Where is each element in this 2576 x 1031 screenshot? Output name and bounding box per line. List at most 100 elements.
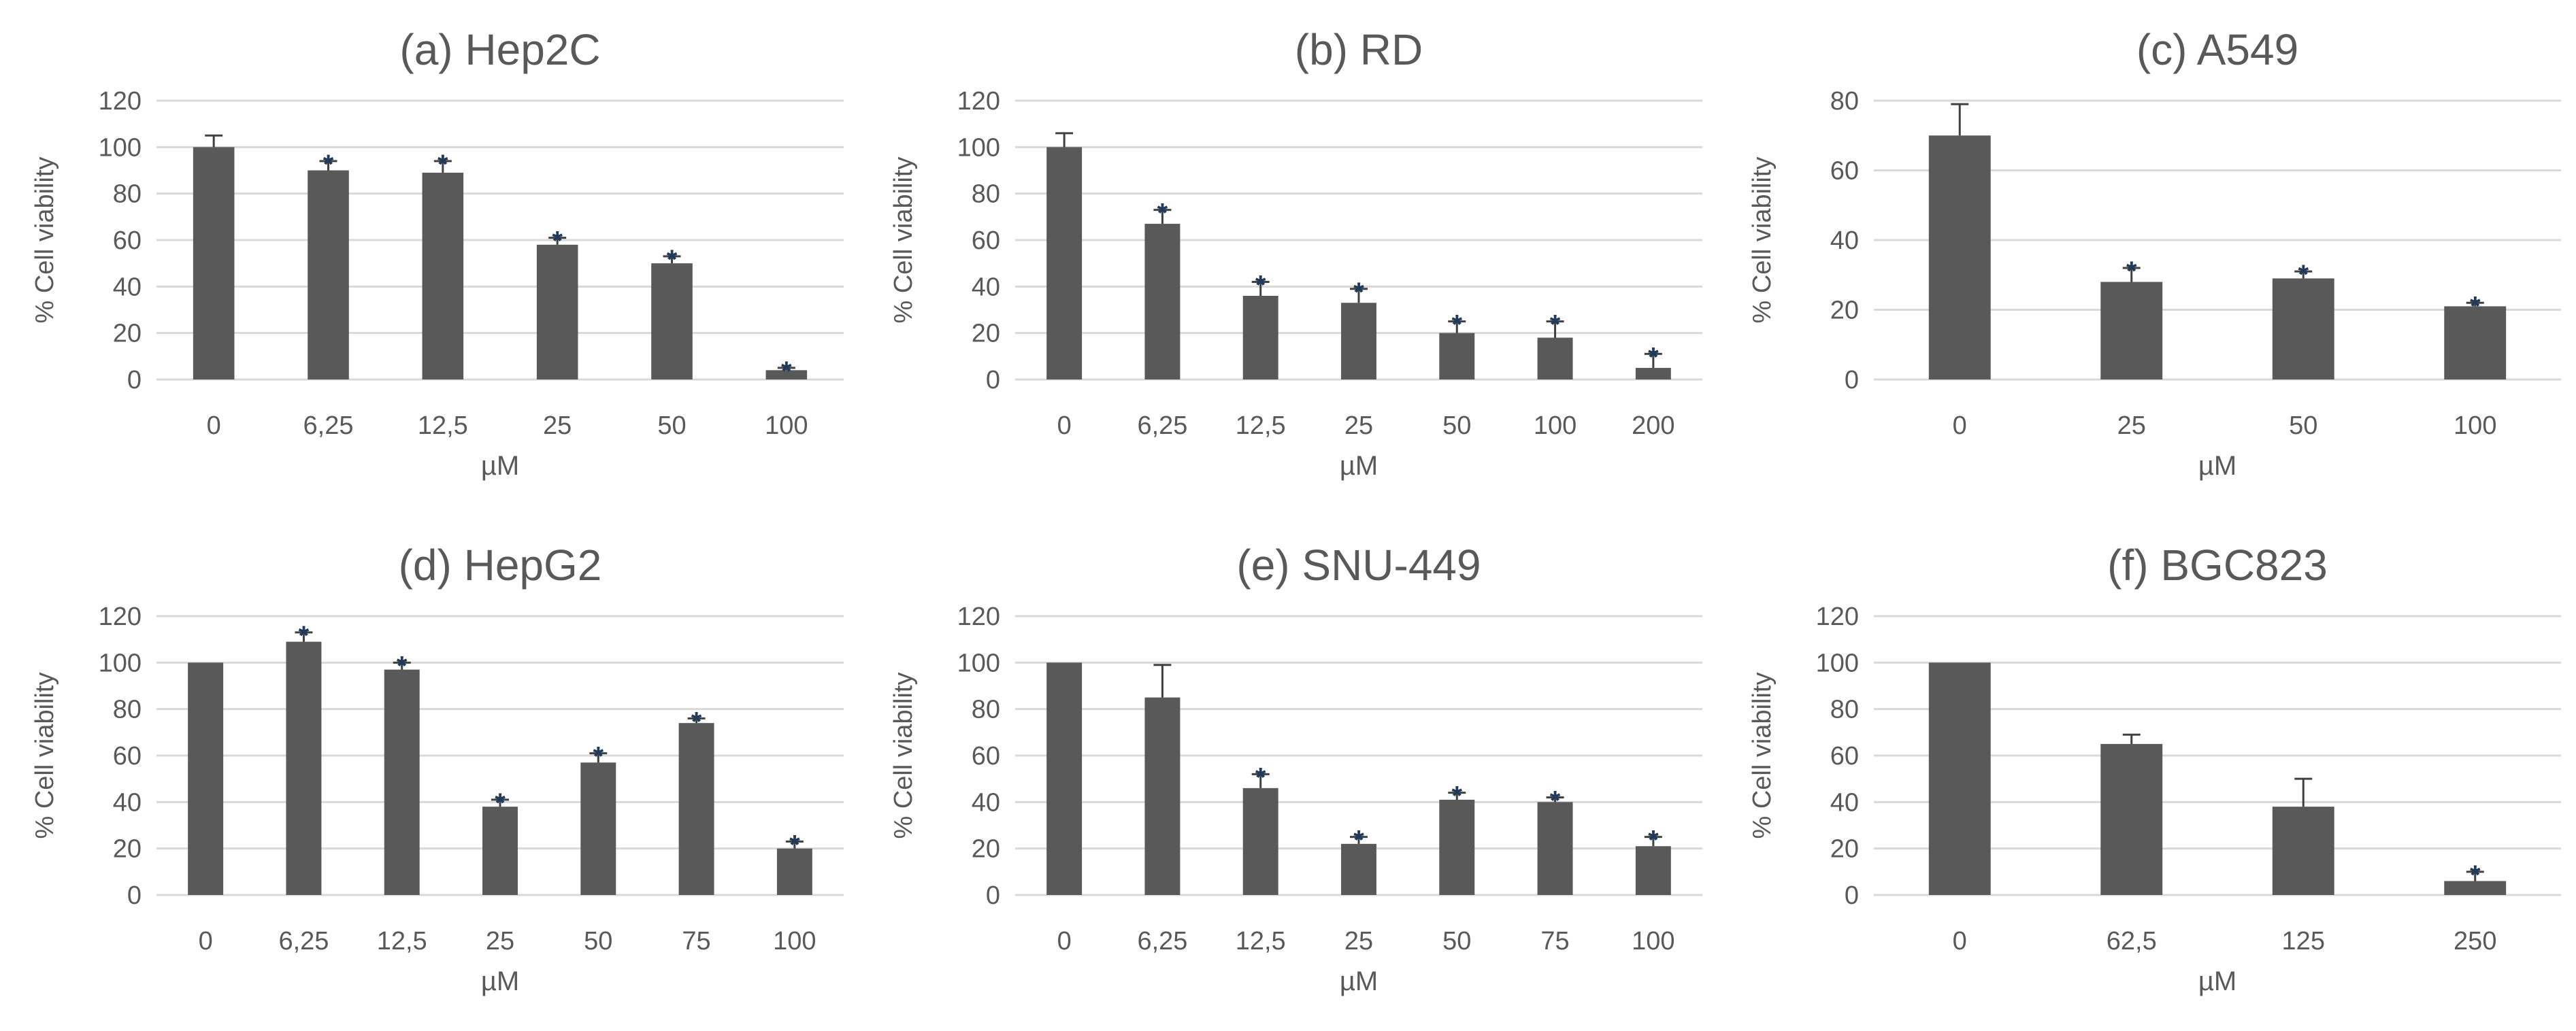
y-tick-label: 100 [957, 649, 1000, 677]
x-tick-label: 6,25 [278, 927, 329, 956]
chart-title: (b) RD [1295, 25, 1423, 74]
bar [1439, 799, 1475, 895]
chart-title: (e) SNU-449 [1236, 541, 1481, 590]
bar [2272, 278, 2334, 379]
y-tick-label: 80 [113, 696, 142, 724]
significance-star: * [2298, 260, 2309, 290]
bar [1341, 843, 1376, 895]
bar [2100, 282, 2163, 379]
y-tick-label: 120 [99, 87, 142, 116]
significance-star: * [1550, 310, 1561, 340]
x-tick-label: 25 [486, 927, 514, 956]
chart-svg: (d) HepG2 0 20 40 60 80 100 120 % Cell viability… [31, 541, 844, 996]
x-tick-label: 100 [773, 927, 816, 956]
y-tick-label: 60 [972, 226, 1000, 255]
significance-star: * [2126, 256, 2137, 286]
chart-panel-hep2c: (a) Hep2C 0 20 40 60 80 100 120 % Cell viability… [0, 0, 859, 516]
significance-star: * [397, 651, 408, 681]
chart-panel-hepg2: (d) HepG2 0 20 40 60 80 100 120 % Cell viability… [0, 516, 859, 1031]
y-axis-label: % Cell viability [31, 157, 59, 324]
y-tick-label: 120 [99, 603, 142, 631]
y-tick-label: 100 [1816, 649, 1859, 677]
y-tick-label: 60 [113, 742, 142, 771]
x-tick-label: 250 [2454, 927, 2496, 956]
y-tick-label: 20 [1830, 297, 1859, 325]
y-axis-label: % Cell viability [1748, 157, 1777, 324]
y-tick-label: 80 [972, 696, 1000, 724]
significance-star: * [1550, 786, 1561, 816]
y-tick-label: 120 [957, 87, 1000, 116]
x-tick-label: 50 [1442, 411, 1471, 440]
x-tick-label: 0 [1057, 927, 1072, 956]
chart-title: (c) A549 [2136, 25, 2298, 74]
x-tick-label: 0 [199, 927, 213, 956]
x-axis-label: µM [481, 451, 519, 481]
x-tick-label: 12,5 [1236, 927, 1286, 956]
x-tick-label: 62,5 [2107, 927, 2157, 956]
significance-star: * [2470, 291, 2481, 321]
y-tick-label: 100 [99, 133, 142, 162]
chart-title: (a) Hep2C [399, 25, 600, 74]
x-tick-label: 0 [1953, 927, 1967, 956]
significance-star: * [667, 245, 678, 275]
bar [765, 370, 808, 379]
chart-panel-bgc823: (f) BGC823 0 20 40 60 80 100 120 % Cell viabilit… [1717, 516, 2576, 1031]
chart-panel-a549: (c) A549 0 20 40 60 80 % Cell viability 0 * 25 * 50… [1717, 0, 2576, 516]
significance-star: * [552, 226, 563, 256]
x-axis-label: µM [1340, 966, 1378, 996]
significance-star: * [1451, 781, 1462, 811]
y-tick-label: 0 [1845, 366, 1859, 394]
significance-star: * [2470, 860, 2481, 890]
y-tick-label: 40 [972, 273, 1000, 301]
x-tick-label: 12,5 [1236, 411, 1286, 440]
x-tick-label: 6,25 [1137, 927, 1187, 956]
y-tick-label: 120 [957, 603, 1000, 631]
y-tick-label: 20 [113, 320, 142, 348]
significance-star: * [1648, 826, 1659, 856]
y-tick-label: 20 [113, 835, 142, 864]
bar [188, 662, 224, 895]
x-tick-label: 50 [584, 927, 612, 956]
bar [1144, 697, 1180, 895]
y-tick-label: 0 [986, 366, 1000, 394]
y-tick-label: 100 [957, 133, 1000, 162]
bar [286, 641, 322, 895]
significance-star: * [1353, 277, 1364, 307]
y-tick-label: 60 [972, 742, 1000, 771]
x-tick-label: 25 [1344, 927, 1373, 956]
y-tick-label: 60 [1830, 157, 1859, 186]
bar [193, 147, 235, 380]
significance-star: * [1157, 199, 1168, 229]
x-tick-label: 12,5 [377, 927, 427, 956]
bar [1635, 846, 1671, 895]
x-tick-label: 0 [1057, 411, 1072, 440]
bar [580, 762, 616, 895]
y-axis-label: % Cell viability [1748, 673, 1777, 839]
bar [1537, 337, 1573, 379]
y-tick-label: 60 [1830, 742, 1859, 771]
bar [384, 669, 420, 895]
x-axis-label: µM [2198, 966, 2236, 996]
significance-star: * [691, 707, 702, 737]
x-tick-label: 50 [2289, 411, 2317, 440]
bar [2444, 306, 2507, 379]
y-tick-label: 40 [113, 273, 142, 301]
y-tick-label: 80 [113, 180, 142, 209]
x-tick-label: 25 [543, 411, 572, 440]
chart-panel-snu-449: (e) SNU-449 0 20 40 60 80 100 120 % Cell viabili… [859, 516, 1717, 1031]
x-tick-label: 0 [207, 411, 221, 440]
bar [1537, 802, 1573, 895]
significance-star: * [1353, 826, 1364, 856]
x-tick-label: 100 [765, 411, 808, 440]
y-tick-label: 40 [1830, 788, 1859, 817]
bar [422, 172, 464, 379]
x-axis-label: µM [481, 966, 519, 996]
bar [776, 848, 812, 895]
bar [1242, 296, 1278, 379]
y-tick-label: 100 [99, 649, 142, 677]
significance-star: * [789, 830, 800, 860]
bar [1144, 224, 1180, 379]
y-tick-label: 80 [1830, 87, 1859, 116]
x-tick-label: 0 [1953, 411, 1967, 440]
